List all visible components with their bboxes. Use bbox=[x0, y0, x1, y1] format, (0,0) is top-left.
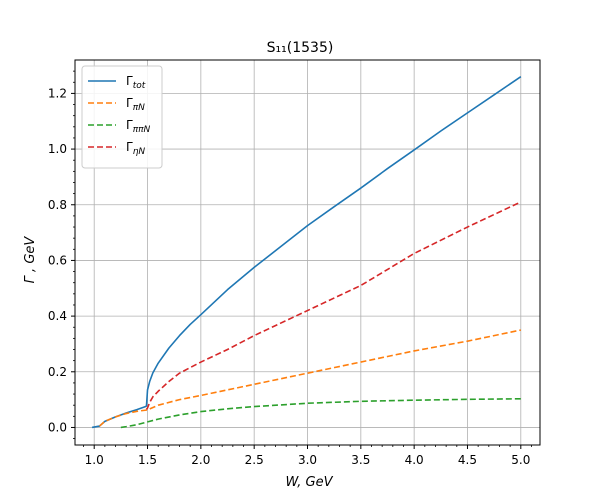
chart-title: S₁₁(1535) bbox=[267, 40, 334, 56]
y-tick-label: 1.0 bbox=[48, 142, 67, 156]
y-tick-label: 0.6 bbox=[48, 253, 67, 267]
series-line-ηN bbox=[145, 201, 522, 410]
legend-label: ΓπN bbox=[126, 96, 145, 113]
x-tick-label: 1.5 bbox=[138, 453, 157, 467]
series-line-ππN bbox=[120, 397, 521, 429]
x-tick-label: 3.0 bbox=[298, 453, 317, 467]
x-tick-label: 2.0 bbox=[191, 453, 210, 467]
x-tick-label: 3.5 bbox=[351, 453, 370, 467]
legend-label-sub: ππN bbox=[133, 125, 151, 135]
series-line-πN bbox=[98, 329, 521, 427]
x-tick-label: 5.0 bbox=[511, 453, 530, 467]
legend-label: ΓηN bbox=[126, 140, 145, 157]
y-tick-label: 0.8 bbox=[48, 198, 67, 212]
legend-label-main: Γ bbox=[126, 74, 133, 88]
axes: 1.0 1.5 2.0 2.5 3.0 3.5 4.0 4.5 5.0 0.0 0.2 0.4 0.6 0… bbox=[48, 59, 541, 467]
legend-label: ΓππN bbox=[126, 118, 151, 135]
grid-lines bbox=[75, 60, 540, 445]
x-axis-label: W, GeV bbox=[285, 475, 333, 490]
y-tick-label: 0.0 bbox=[48, 420, 67, 434]
x-tick-label: 4.5 bbox=[458, 453, 477, 467]
series-line-tot bbox=[91, 76, 522, 429]
x-tick-label: 2.5 bbox=[245, 453, 264, 467]
legend-label-sub: πN bbox=[133, 103, 145, 113]
legend-label-main: Γ bbox=[126, 118, 133, 132]
y-tick-label: 0.2 bbox=[48, 365, 67, 379]
y-axis-label: Γ , GeV bbox=[23, 236, 38, 284]
x-tick-label: 1.0 bbox=[85, 453, 104, 467]
legend-label-sub: ηN bbox=[133, 147, 146, 157]
legend-label-sub: tot bbox=[133, 81, 146, 91]
data-series bbox=[91, 76, 522, 429]
legend-label-main: Γ bbox=[126, 96, 133, 110]
x-tick-label: 4.0 bbox=[405, 453, 424, 467]
y-tick-label: 1.2 bbox=[48, 86, 67, 100]
legend-box bbox=[81, 65, 163, 169]
legend-label: Γtot bbox=[126, 74, 146, 91]
y-tick-label: 0.4 bbox=[48, 309, 67, 323]
legend-label-main: Γ bbox=[126, 140, 133, 154]
